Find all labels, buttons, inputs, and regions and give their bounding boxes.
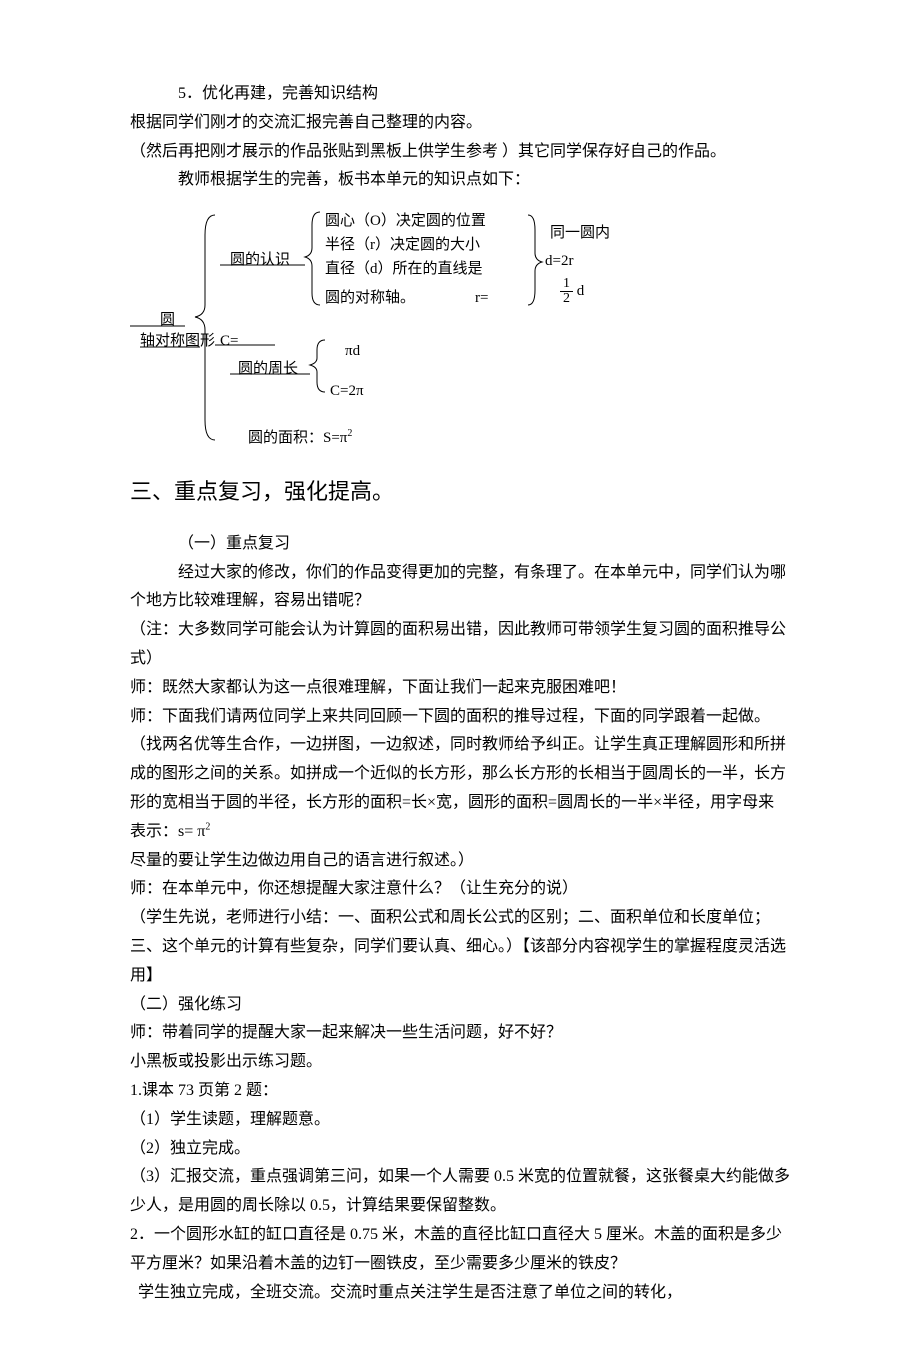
body-text: 教师根据学生的完善，板书本单元的知识点如下： (130, 166, 790, 195)
body-text: 师：既然大家都认为这一点很难理解，下面让我们一起来克服困难吧！ (130, 674, 790, 703)
body-text: （找两名优等生合作，一边拼图，一边叙述，同时教师给予纠正。让学生真正理解圆形和所… (130, 731, 790, 846)
body-text: （注：大多数同学可能会认为计算圆的面积易出错，因此教师可带领学生复习圆的面积推导… (130, 616, 790, 674)
diagram-label-r: r= (475, 285, 488, 312)
section-3-title: 三、重点复习，强化提高。 (130, 472, 790, 512)
diagram-label-d2r: d=2r (545, 248, 573, 275)
body-text: 经过大家的修改，你们的作品变得更加的完整，有条理了。在本单元中，同学们认为哪个地… (130, 559, 790, 617)
diagram-label-radius: 半径（r）决定圆的大小 (325, 232, 480, 259)
diagram-label-symmetry: 圆的对称轴。 (325, 285, 415, 312)
diagram-label-perimeter: 圆的周长 (238, 356, 298, 383)
body-text: （1）学生读题，理解题意。 (130, 1106, 790, 1135)
item-5-heading: 5．优化再建，完善知识结构 (130, 80, 790, 109)
body-text: 小黑板或投影出示练习题。 (130, 1048, 790, 1077)
diagram-label-axial: 轴对称图形 (140, 328, 215, 355)
diagram-label-c: C= (220, 328, 238, 355)
diagram-label-center: 圆心（O）决定圆的位置 (325, 208, 486, 235)
body-text: （然后再把刚才展示的作品张贴到黑板上供学生参考 ）其它同学保存好自己的作品。 (130, 138, 790, 167)
diagram-label-samecircle: 同一圆内 (550, 220, 610, 247)
body-text: 学生独立完成，全班交流。交流时重点关注学生是否注意了单位之间的转化， (130, 1279, 790, 1308)
body-text: 1.课本 73 页第 2 题： (130, 1077, 790, 1106)
body-text: 尽量的要让学生边做边用自己的语言进行叙述。） (130, 847, 790, 876)
body-text: （2）独立完成。 (130, 1135, 790, 1164)
body-text: （学生先说，老师进行小结：一、面积公式和周长公式的区别；二、面积单位和长度单位；… (130, 904, 790, 990)
diagram-fraction: 1 2 d (560, 277, 584, 306)
body-text: 师：带着同学的提醒大家一起来解决一些生活问题，好不好？ (130, 1019, 790, 1048)
diagram-label-c2pi: C=2π (330, 378, 364, 405)
body-text: 2．一个圆形水缸的缸口直径是 0.75 米，木盖的直径比缸口直径大 5 厘米。木… (130, 1221, 790, 1279)
knowledge-diagram: 圆 轴对称图形 C= 圆的认识 圆的周长 圆的面积：S=π2 圆心（O）决定圆的… (130, 200, 790, 460)
body-text: 师：下面我们请两位同学上来共同回顾一下圆的面积的推导过程，下面的同学跟着一起做。 (130, 703, 790, 732)
body-text: （3）汇报交流，重点强调第三问，如果一个人需要 0.5 米宽的位置就餐，这张餐桌… (130, 1163, 790, 1221)
diagram-label-pid: πd (345, 338, 360, 365)
subsection-2: （二）强化练习 (130, 991, 790, 1020)
diagram-label-area: 圆的面积：S=π2 (248, 425, 352, 452)
body-text: 根据同学们刚才的交流汇报完善自己整理的内容。 (130, 109, 790, 138)
diagram-label-knowledge: 圆的认识 (230, 247, 290, 274)
diagram-label-diameter: 直径（d）所在的直线是 (325, 256, 483, 283)
subsection-1: （一）重点复习 (130, 530, 790, 559)
body-text: 师：在本单元中，你还想提醒大家注意什么？（让生充分的说） (130, 875, 790, 904)
